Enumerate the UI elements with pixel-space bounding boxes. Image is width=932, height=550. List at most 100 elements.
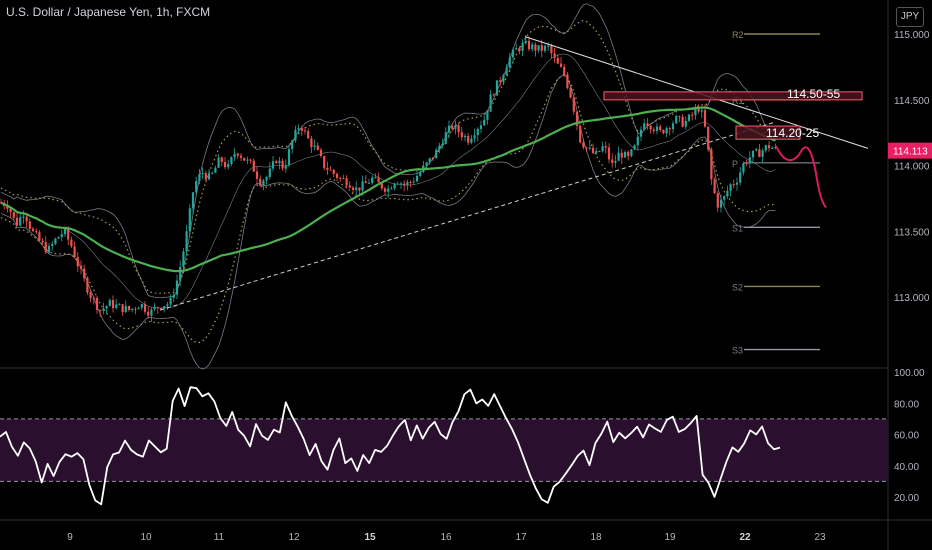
candle-body (524, 40, 527, 44)
rsi-tick-label: 80.00 (894, 399, 919, 410)
candle-body (399, 183, 403, 185)
candle-body (355, 187, 358, 191)
candle-body (761, 150, 764, 158)
candle-body (195, 181, 198, 193)
candle-body (348, 185, 351, 188)
candle-body (419, 171, 422, 176)
candle-body (675, 116, 678, 124)
candle-body (617, 152, 620, 161)
candle-body (393, 183, 396, 189)
support-trendline (159, 121, 776, 311)
candle-body (435, 149, 438, 159)
candle-body (515, 48, 518, 50)
candle-body (207, 173, 211, 180)
candle-body (73, 246, 76, 258)
candle-body (67, 229, 70, 240)
candle-body (19, 217, 22, 226)
candle-body (390, 188, 393, 190)
candle-body (287, 149, 291, 166)
candle-body (179, 266, 182, 281)
time-tick-label: 18 (590, 532, 602, 543)
upper-band-line (0, 3, 776, 299)
candle-body (684, 120, 687, 127)
candle-body (217, 157, 220, 168)
candle-body (412, 181, 415, 183)
candle-body (294, 129, 297, 141)
candle-body (335, 173, 339, 178)
candle-body (691, 114, 694, 116)
candle-body (755, 149, 758, 151)
candle-body (323, 156, 326, 169)
candle-body (598, 150, 601, 152)
candle-body (99, 309, 102, 311)
candle-body (31, 228, 35, 231)
candle-body (713, 179, 716, 194)
candle-body (563, 66, 566, 75)
candle-body (198, 174, 201, 182)
zone-label: 114.50-55 (787, 87, 840, 101)
candle-body (140, 304, 143, 308)
candle-body (76, 257, 79, 267)
candle-body (495, 80, 499, 95)
axes: 115.000 114.500 114.000 113.500 113.000 100.0… (67, 30, 932, 543)
candle-body (454, 125, 457, 129)
rsi-tick-label: 60.00 (894, 431, 919, 442)
candle-body (627, 152, 630, 156)
zone-box (603, 91, 863, 101)
candle-body (15, 217, 19, 226)
candle-body (527, 40, 531, 50)
time-tick-label: 22 (739, 532, 751, 543)
candle-body (367, 182, 371, 184)
candle-body (60, 234, 63, 238)
rsi-tick-label: 100.00 (894, 368, 925, 379)
last-price-tag (888, 142, 932, 159)
candle-body (115, 304, 118, 308)
candle-body (211, 172, 214, 174)
forecast-path (775, 145, 827, 209)
currency-button[interactable]: JPY (896, 7, 924, 27)
candle-body (463, 135, 467, 138)
candle-body (444, 132, 447, 144)
time-tick-label: 17 (515, 532, 527, 543)
candle-body (457, 125, 460, 133)
candle-body (262, 180, 265, 186)
candle-body (159, 307, 163, 309)
candle-body (553, 53, 556, 58)
candle-body (252, 160, 255, 172)
candle-body (182, 251, 185, 267)
candle-body (591, 147, 595, 153)
candle-body (38, 232, 41, 241)
candle-body (556, 57, 559, 64)
candle-body (566, 74, 569, 88)
candle-body (681, 116, 684, 127)
candle-body (227, 163, 230, 168)
candle-body (89, 292, 92, 298)
candle-body (655, 126, 659, 132)
candle-body (451, 125, 454, 129)
candle-body (707, 126, 710, 150)
candle-body (169, 297, 172, 305)
candle-body (438, 145, 441, 150)
middle-band-line (0, 53, 776, 309)
candle-body (665, 128, 668, 134)
candle-body (732, 184, 735, 186)
candle-body (678, 116, 681, 118)
moving-average (0, 106, 776, 273)
candle-body (643, 123, 646, 130)
candle-body (396, 183, 399, 185)
candle-body (9, 208, 12, 213)
candle-body (508, 57, 511, 68)
candle-body (361, 181, 364, 191)
candle-body (662, 130, 665, 134)
candle-body (531, 44, 534, 50)
candle-body (358, 187, 361, 191)
candle-body (339, 177, 342, 179)
candle-body (476, 128, 479, 136)
candle-body (303, 130, 307, 132)
candle-body (694, 109, 697, 116)
candle-body (310, 138, 313, 147)
candle-body (223, 162, 227, 168)
candle-body (639, 129, 643, 137)
candle-body (547, 45, 550, 47)
